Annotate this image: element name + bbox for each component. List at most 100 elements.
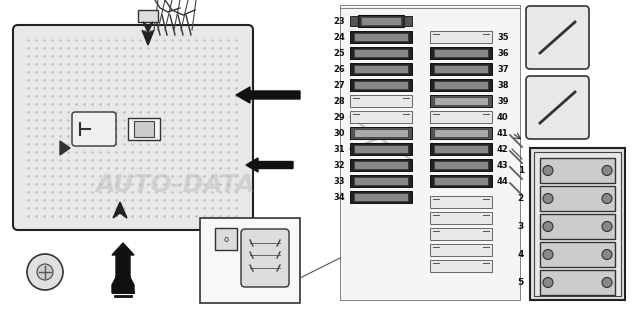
Text: 32: 32 xyxy=(333,161,345,170)
Bar xyxy=(350,95,412,107)
Text: 25: 25 xyxy=(333,48,345,57)
Bar xyxy=(340,5,520,300)
Bar xyxy=(361,17,401,25)
Text: 42: 42 xyxy=(497,144,509,153)
Bar xyxy=(434,161,488,169)
Bar xyxy=(430,159,492,171)
FancyBboxPatch shape xyxy=(13,25,253,230)
Bar xyxy=(350,31,412,43)
Bar xyxy=(350,79,412,91)
Bar xyxy=(430,47,492,59)
Bar xyxy=(540,186,615,211)
Bar xyxy=(354,145,408,153)
Text: 28: 28 xyxy=(333,96,345,105)
Circle shape xyxy=(27,254,63,290)
Circle shape xyxy=(543,250,553,259)
Bar xyxy=(354,177,408,185)
Text: 30: 30 xyxy=(333,129,345,138)
Text: 26: 26 xyxy=(333,64,345,73)
Bar xyxy=(350,143,412,155)
FancyBboxPatch shape xyxy=(526,6,589,69)
Bar xyxy=(540,214,615,239)
Bar xyxy=(358,15,404,27)
Bar xyxy=(200,218,300,303)
Bar xyxy=(434,145,488,153)
Bar xyxy=(430,143,492,155)
FancyBboxPatch shape xyxy=(526,76,589,139)
Bar xyxy=(354,49,408,57)
Bar xyxy=(354,193,408,201)
Bar xyxy=(430,127,492,139)
Text: 41: 41 xyxy=(497,129,509,138)
FancyArrow shape xyxy=(246,158,293,172)
Polygon shape xyxy=(143,22,153,32)
Text: 5: 5 xyxy=(518,278,524,287)
Circle shape xyxy=(602,193,612,203)
Text: o: o xyxy=(224,234,229,243)
Circle shape xyxy=(602,166,612,175)
Circle shape xyxy=(37,264,53,280)
Bar xyxy=(434,129,488,137)
Text: 4: 4 xyxy=(518,250,524,259)
Polygon shape xyxy=(113,202,127,218)
Circle shape xyxy=(602,277,612,287)
Text: 27: 27 xyxy=(333,81,345,90)
Bar xyxy=(350,191,412,203)
Bar xyxy=(350,16,358,26)
Bar xyxy=(350,47,412,59)
Bar xyxy=(430,228,492,240)
Circle shape xyxy=(543,166,553,175)
Text: 37: 37 xyxy=(497,64,509,73)
Bar xyxy=(350,127,412,139)
Circle shape xyxy=(543,193,553,203)
Bar xyxy=(434,49,488,57)
Text: 40: 40 xyxy=(497,113,509,122)
Bar xyxy=(530,148,625,300)
Text: 3: 3 xyxy=(518,222,524,231)
Text: 2: 2 xyxy=(518,194,524,203)
FancyBboxPatch shape xyxy=(241,229,289,287)
Text: 34: 34 xyxy=(333,193,345,202)
Bar xyxy=(354,129,408,137)
Bar xyxy=(434,177,488,185)
Bar xyxy=(354,65,408,73)
Bar xyxy=(354,81,408,89)
Text: AUTO-DATA: AUTO-DATA xyxy=(95,173,255,197)
FancyBboxPatch shape xyxy=(72,112,116,146)
Text: 35: 35 xyxy=(497,33,509,42)
Bar xyxy=(430,260,492,272)
Bar xyxy=(540,158,615,183)
FancyArrow shape xyxy=(112,243,134,285)
Bar xyxy=(430,63,492,75)
Bar xyxy=(354,161,408,169)
Circle shape xyxy=(602,250,612,259)
Bar xyxy=(534,152,621,296)
Text: 23: 23 xyxy=(333,16,345,25)
FancyArrow shape xyxy=(236,87,300,103)
Bar xyxy=(434,97,488,105)
Bar xyxy=(138,10,158,22)
Text: 33: 33 xyxy=(333,176,345,185)
Bar xyxy=(350,159,412,171)
Text: 31: 31 xyxy=(333,144,345,153)
Bar xyxy=(134,121,154,137)
Bar xyxy=(430,244,492,256)
Bar xyxy=(350,111,412,123)
Bar xyxy=(430,31,492,43)
Bar xyxy=(430,196,492,208)
Text: 43: 43 xyxy=(497,161,509,170)
Bar xyxy=(540,270,615,295)
Bar xyxy=(430,212,492,224)
Polygon shape xyxy=(142,30,154,45)
Text: 39: 39 xyxy=(497,96,509,105)
Circle shape xyxy=(602,222,612,232)
Bar xyxy=(404,16,412,26)
Bar xyxy=(430,111,492,123)
Text: 44: 44 xyxy=(497,176,509,185)
Bar xyxy=(354,33,408,41)
Polygon shape xyxy=(60,141,70,155)
Text: 38: 38 xyxy=(497,81,509,90)
Bar xyxy=(540,242,615,267)
Bar xyxy=(430,95,492,107)
Bar xyxy=(350,175,412,187)
